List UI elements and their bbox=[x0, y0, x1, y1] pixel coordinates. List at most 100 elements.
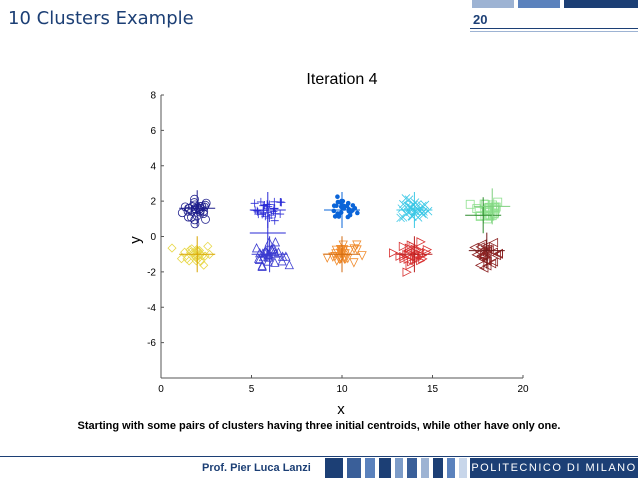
x-tick-label: 5 bbox=[249, 384, 255, 395]
data-point bbox=[336, 214, 342, 219]
chart-title: Iteration 4 bbox=[306, 71, 377, 88]
data-point bbox=[254, 210, 263, 219]
data-point bbox=[404, 195, 414, 204]
data-point bbox=[199, 260, 209, 270]
y-tick-label: 2 bbox=[150, 197, 156, 208]
header-divider-light bbox=[470, 31, 638, 32]
data-point bbox=[186, 247, 196, 257]
y-tick-label: -2 bbox=[147, 267, 156, 278]
data-point bbox=[389, 248, 399, 258]
data-point bbox=[331, 208, 337, 214]
data-point bbox=[184, 256, 194, 266]
data-point bbox=[338, 246, 348, 256]
cluster-dot bbox=[331, 194, 360, 220]
cluster-triangle-right bbox=[389, 237, 433, 277]
data-point bbox=[335, 194, 340, 200]
data-point bbox=[184, 212, 193, 222]
y-tick-label: -6 bbox=[147, 338, 156, 349]
data-point bbox=[195, 201, 205, 211]
x-tick-label: 10 bbox=[336, 384, 348, 395]
data-point bbox=[476, 250, 486, 261]
data-point bbox=[276, 198, 285, 207]
centroid-marker bbox=[396, 236, 433, 273]
data-point bbox=[403, 254, 413, 264]
centroid-marker bbox=[396, 191, 433, 228]
x-tick-label: 15 bbox=[427, 384, 439, 395]
data-point bbox=[177, 208, 187, 218]
scatter-chart: Iteration 4 0 5 10 15 20 -6 -4 -2 0 2 4 6 8 x y bbox=[127, 71, 529, 418]
data-point bbox=[480, 200, 490, 209]
centroid-marker bbox=[324, 191, 360, 228]
data-point bbox=[471, 250, 481, 260]
data-point bbox=[345, 214, 351, 220]
cluster-triangle-left bbox=[469, 237, 503, 273]
y-tick-label: 0 bbox=[150, 232, 156, 243]
data-point bbox=[476, 251, 486, 262]
data-point bbox=[412, 245, 423, 255]
data-point bbox=[488, 257, 499, 267]
data-point bbox=[341, 254, 351, 264]
data-point bbox=[475, 212, 485, 221]
data-point bbox=[396, 213, 405, 223]
data-point bbox=[188, 248, 198, 258]
data-point bbox=[276, 210, 285, 219]
data-point bbox=[256, 197, 265, 206]
data-point bbox=[419, 210, 429, 219]
data-point bbox=[180, 247, 190, 257]
centroid-marker bbox=[251, 236, 288, 273]
centroid-marker bbox=[179, 190, 216, 227]
x-axis-label: x bbox=[337, 401, 345, 418]
data-point bbox=[407, 257, 417, 267]
data-point bbox=[257, 261, 267, 271]
data-point bbox=[183, 206, 193, 216]
data-point bbox=[349, 244, 359, 254]
data-point bbox=[335, 199, 341, 205]
data-point bbox=[271, 209, 280, 218]
data-point bbox=[334, 203, 339, 209]
data-point bbox=[270, 237, 281, 247]
data-point bbox=[420, 200, 430, 210]
data-point bbox=[190, 215, 200, 225]
cluster-circle bbox=[177, 194, 211, 229]
data-point bbox=[349, 258, 359, 268]
centroid-marker bbox=[179, 236, 216, 273]
data-point bbox=[490, 203, 500, 213]
x-axis: 0 5 10 15 20 bbox=[158, 375, 529, 395]
data-point bbox=[253, 253, 264, 263]
data-point bbox=[328, 252, 338, 262]
data-point bbox=[488, 237, 499, 248]
centroid-marker bbox=[474, 188, 511, 225]
centroid-marker bbox=[249, 214, 286, 251]
data-point bbox=[480, 241, 490, 252]
data-point bbox=[412, 254, 422, 265]
data-point bbox=[401, 194, 411, 203]
data-point bbox=[265, 213, 274, 222]
slide-caption: Starting with some pairs of clusters hav… bbox=[77, 420, 561, 432]
y-tick-label: 8 bbox=[150, 91, 156, 102]
data-point bbox=[404, 243, 415, 253]
data-point bbox=[270, 204, 279, 213]
data-point bbox=[398, 241, 409, 252]
data-point bbox=[493, 248, 503, 259]
data-point bbox=[250, 199, 259, 208]
data-point bbox=[486, 259, 497, 269]
data-point bbox=[478, 251, 489, 261]
centroid-marker bbox=[465, 197, 502, 234]
data-point bbox=[199, 209, 208, 219]
data-point bbox=[258, 248, 268, 258]
data-point bbox=[398, 199, 408, 209]
footer-divider bbox=[0, 456, 638, 457]
data-point bbox=[269, 207, 278, 216]
data-point bbox=[251, 243, 262, 253]
data-point bbox=[260, 201, 269, 210]
data-point bbox=[199, 202, 209, 212]
footer-author: Prof. Pier Luca Lanzi bbox=[202, 462, 311, 474]
data-point bbox=[405, 260, 415, 271]
data-point bbox=[345, 246, 355, 256]
data-point bbox=[270, 216, 279, 225]
data-point bbox=[190, 194, 199, 204]
data-point bbox=[350, 203, 356, 208]
y-axis-label: y bbox=[127, 236, 144, 244]
y-tick-label: -4 bbox=[147, 303, 156, 314]
data-point bbox=[330, 252, 340, 262]
